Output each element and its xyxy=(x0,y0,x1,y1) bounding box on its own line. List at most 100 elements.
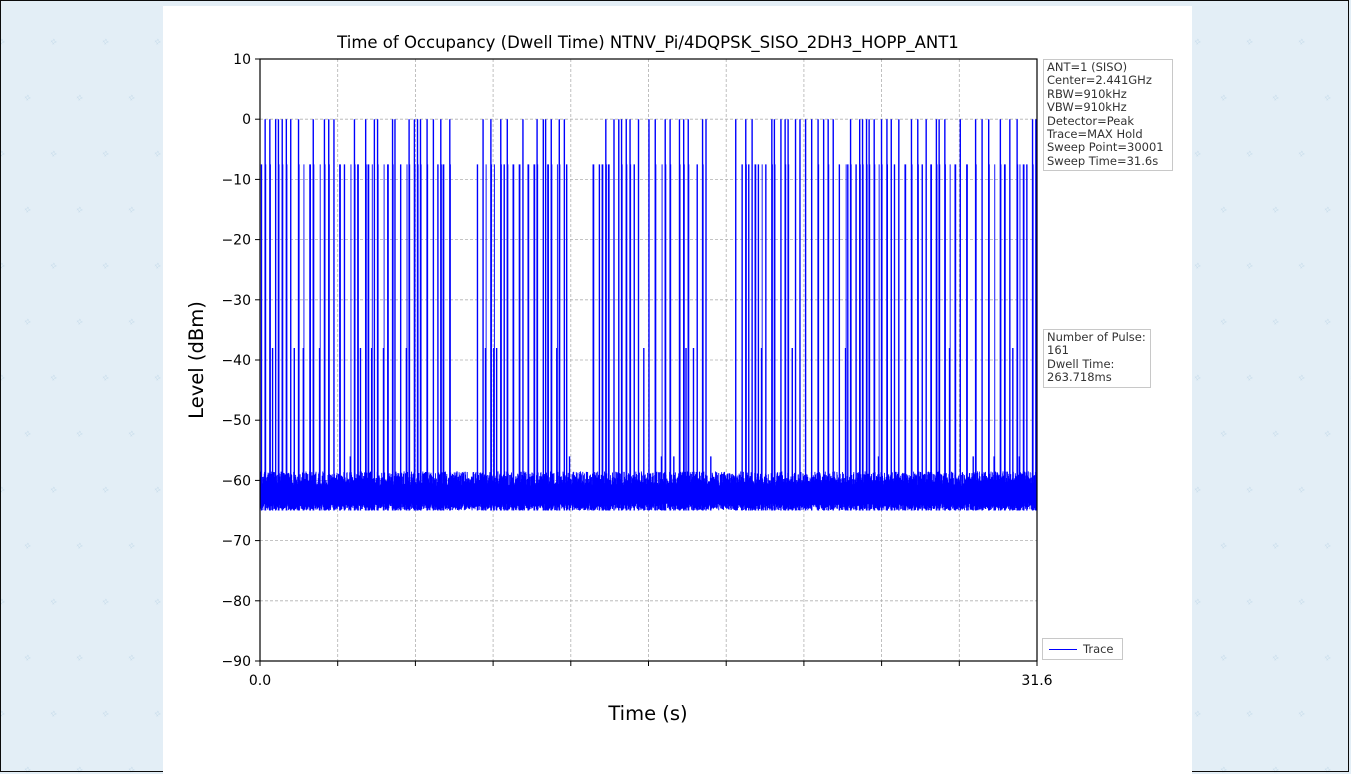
watermark-mark: ⌗ xyxy=(74,92,86,104)
watermark-mark: ⌗ xyxy=(1270,652,1282,664)
x-axis-label: Time (s) xyxy=(607,702,687,725)
watermark-mark: ⌗ xyxy=(0,596,8,608)
watermark-mark: ⌗ xyxy=(1296,596,1308,608)
watermark-mark: ⌗ xyxy=(0,148,8,160)
watermark-mark: ⌗ xyxy=(1192,36,1204,48)
watermark-mark: ⌗ xyxy=(152,708,164,720)
y-tick-label: −90 xyxy=(221,654,251,670)
watermark-mark: ⌗ xyxy=(1192,148,1204,160)
watermark-mark: ⌗ xyxy=(1270,764,1282,774)
watermark-mark: ⌗ xyxy=(1348,372,1351,384)
watermark-mark: ⌗ xyxy=(1192,708,1204,720)
watermark-mark: ⌗ xyxy=(0,708,8,720)
axis-ticks: 10 0 −10 −20 −30 −40 −50 −60 −70 −80 −90 0.0 31.6 xyxy=(221,52,1052,689)
watermark-mark: ⌗ xyxy=(1322,204,1334,216)
chart-title: Time of Occupancy (Dwell Time) NTNV_Pi/4… xyxy=(336,33,959,53)
watermark-mark: ⌗ xyxy=(126,764,138,774)
settings-line: Detector=Peak xyxy=(1047,113,1135,128)
settings-line: RBW=910kHz xyxy=(1047,86,1127,101)
watermark-mark: ⌗ xyxy=(1218,428,1230,440)
watermark-mark: ⌗ xyxy=(48,148,60,160)
watermark-mark: ⌗ xyxy=(1322,540,1334,552)
watermark-mark: ⌗ xyxy=(152,148,164,160)
watermark-mark: ⌗ xyxy=(1348,708,1351,720)
legend-label: Trace xyxy=(1083,642,1114,656)
legend-swatch xyxy=(1049,649,1077,650)
chart-figure: 10 0 −10 −20 −30 −40 −50 −60 −70 −80 −90 0.0 31.6 Ti… xyxy=(163,6,1192,774)
result-line: 161 xyxy=(1047,343,1069,358)
y-tick-label: −40 xyxy=(221,353,251,369)
watermark-mark: ⌗ xyxy=(126,652,138,664)
watermark-mark: ⌗ xyxy=(1218,540,1230,552)
watermark-mark: ⌗ xyxy=(48,36,60,48)
watermark-mark: ⌗ xyxy=(74,540,86,552)
watermark-mark: ⌗ xyxy=(1244,260,1256,272)
result-line: 263.718ms xyxy=(1047,370,1112,385)
watermark-mark: ⌗ xyxy=(1270,316,1282,328)
watermark-mark: ⌗ xyxy=(100,148,112,160)
x-tick-label: 0.0 xyxy=(249,673,271,689)
watermark-mark: ⌗ xyxy=(1348,484,1351,496)
y-tick-label: 10 xyxy=(233,52,251,68)
watermark-mark: ⌗ xyxy=(1218,316,1230,328)
watermark-mark: ⌗ xyxy=(1244,596,1256,608)
settings-line: Sweep Point=30001 xyxy=(1047,140,1164,155)
watermark-mark: ⌗ xyxy=(48,596,60,608)
watermark-mark: ⌗ xyxy=(1192,260,1204,272)
watermark-mark: ⌗ xyxy=(100,708,112,720)
watermark-mark: ⌗ xyxy=(152,36,164,48)
watermark-mark: ⌗ xyxy=(22,652,34,664)
watermark-mark: ⌗ xyxy=(22,204,34,216)
watermark-mark: ⌗ xyxy=(126,316,138,328)
watermark-mark: ⌗ xyxy=(48,708,60,720)
y-axis-label: Level (dBm) xyxy=(185,301,208,419)
watermark-mark: ⌗ xyxy=(1348,260,1351,272)
watermark-mark: ⌗ xyxy=(152,484,164,496)
watermark-mark: ⌗ xyxy=(1296,484,1308,496)
watermark-mark: ⌗ xyxy=(1192,596,1204,608)
watermark-mark: ⌗ xyxy=(152,260,164,272)
watermark-mark: ⌗ xyxy=(0,36,8,48)
watermark-mark: ⌗ xyxy=(22,764,34,774)
watermark-mark: ⌗ xyxy=(1296,372,1308,384)
y-tick-label: −50 xyxy=(221,413,251,429)
watermark-mark: ⌗ xyxy=(1218,92,1230,104)
watermark-mark: ⌗ xyxy=(74,428,86,440)
watermark-mark: ⌗ xyxy=(126,428,138,440)
watermark-mark: ⌗ xyxy=(74,204,86,216)
y-tick-label: −70 xyxy=(221,534,251,550)
watermark-mark: ⌗ xyxy=(1322,764,1334,774)
watermark-mark: ⌗ xyxy=(22,92,34,104)
measurement-settings-box: ANT=1 (SISO) Center=2.441GHz RBW=910kHz … xyxy=(1043,59,1173,172)
watermark-mark: ⌗ xyxy=(1348,148,1351,160)
result-line: Dwell Time: xyxy=(1047,356,1115,371)
watermark-mark: ⌗ xyxy=(0,372,8,384)
watermark-mark: ⌗ xyxy=(0,484,8,496)
watermark-mark: ⌗ xyxy=(1218,204,1230,216)
watermark-mark: ⌗ xyxy=(1322,652,1334,664)
watermark-mark: ⌗ xyxy=(126,540,138,552)
settings-line: Trace=MAX Hold xyxy=(1047,127,1143,142)
watermark-mark: ⌗ xyxy=(74,316,86,328)
settings-line: VBW=910kHz xyxy=(1047,100,1127,115)
watermark-mark: ⌗ xyxy=(48,260,60,272)
watermark-mark: ⌗ xyxy=(1270,540,1282,552)
y-tick-label: −80 xyxy=(221,594,251,610)
dwell-result-box: Number of Pulse: 161 Dwell Time: 263.718… xyxy=(1043,329,1151,388)
watermark-mark: ⌗ xyxy=(1244,36,1256,48)
settings-line: ANT=1 (SISO) xyxy=(1047,60,1128,74)
y-tick-label: 0 xyxy=(242,112,251,128)
watermark-mark: ⌗ xyxy=(1218,764,1230,774)
watermark-mark: ⌗ xyxy=(1244,148,1256,160)
watermark-mark: ⌗ xyxy=(1322,428,1334,440)
settings-line: Sweep Time=31.6s xyxy=(1047,153,1159,168)
watermark-mark: ⌗ xyxy=(22,316,34,328)
watermark-mark: ⌗ xyxy=(1296,260,1308,272)
watermark-mark: ⌗ xyxy=(1270,428,1282,440)
watermark-mark: ⌗ xyxy=(152,596,164,608)
result-line: Number of Pulse: xyxy=(1047,330,1146,344)
watermark-mark: ⌗ xyxy=(100,36,112,48)
watermark-mark: ⌗ xyxy=(1192,484,1204,496)
watermark-mark: ⌗ xyxy=(1296,148,1308,160)
watermark-mark: ⌗ xyxy=(100,484,112,496)
